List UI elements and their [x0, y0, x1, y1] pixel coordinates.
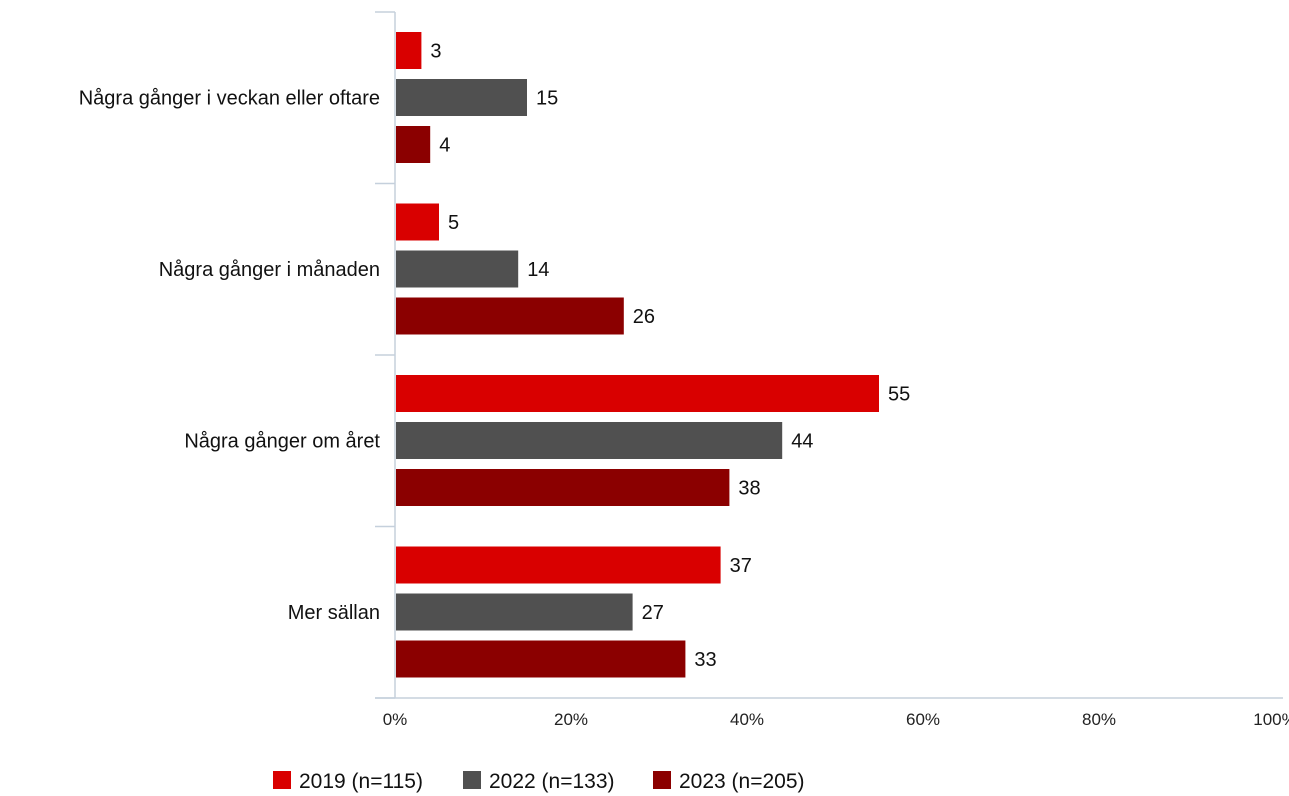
bars [396, 32, 879, 678]
legend-label: 2019 (n=115) [299, 770, 423, 793]
x-tick-label: 80% [1082, 710, 1116, 729]
legend-swatch [273, 771, 291, 789]
bar [396, 203, 439, 241]
legend-label: 2022 (n=133) [489, 770, 615, 793]
x-tick-label: 40% [730, 710, 764, 729]
bar [396, 297, 624, 335]
legend: 2019 (n=115) 2022 (n=133) 2023 (n=205) [273, 770, 805, 793]
category-label: Några gånger i veckan eller oftare [79, 88, 380, 110]
x-tick-label: 20% [554, 710, 588, 729]
data-label: 5 [448, 212, 459, 234]
category-label: Några gånger om året [184, 431, 380, 453]
data-label: 14 [527, 259, 549, 281]
bar [396, 32, 422, 69]
bar [396, 250, 519, 288]
bar [396, 640, 686, 678]
bar [396, 79, 527, 116]
bar [396, 126, 431, 163]
bar [396, 546, 721, 584]
data-label: 27 [642, 602, 664, 624]
data-label: 38 [738, 478, 760, 500]
category-label: Mer sällan [288, 602, 380, 624]
axes: 0% 20% 40% 60% 80% 100% [375, 11, 1289, 729]
legend-swatch [463, 771, 481, 789]
legend-label: 2023 (n=205) [679, 770, 805, 793]
legend-swatch [653, 771, 671, 789]
bar [396, 375, 879, 412]
bar [396, 422, 783, 459]
bar [396, 469, 730, 506]
x-tick-label: 100% [1253, 710, 1289, 729]
x-tick-label: 0% [383, 710, 408, 729]
data-label: 26 [633, 306, 655, 328]
category-label: Några gånger i månaden [159, 259, 380, 281]
data-label: 33 [694, 649, 716, 671]
x-tick-label: 60% [906, 710, 940, 729]
data-label: 4 [439, 135, 450, 157]
data-label: 3 [430, 41, 441, 63]
data-label: 44 [791, 431, 813, 453]
labels: 3 15 4 Några gånger i veckan eller oftare 5 1… [79, 41, 911, 672]
data-label: 15 [536, 88, 558, 110]
bar [396, 593, 633, 631]
data-label: 37 [730, 555, 752, 577]
data-label: 55 [888, 384, 910, 406]
